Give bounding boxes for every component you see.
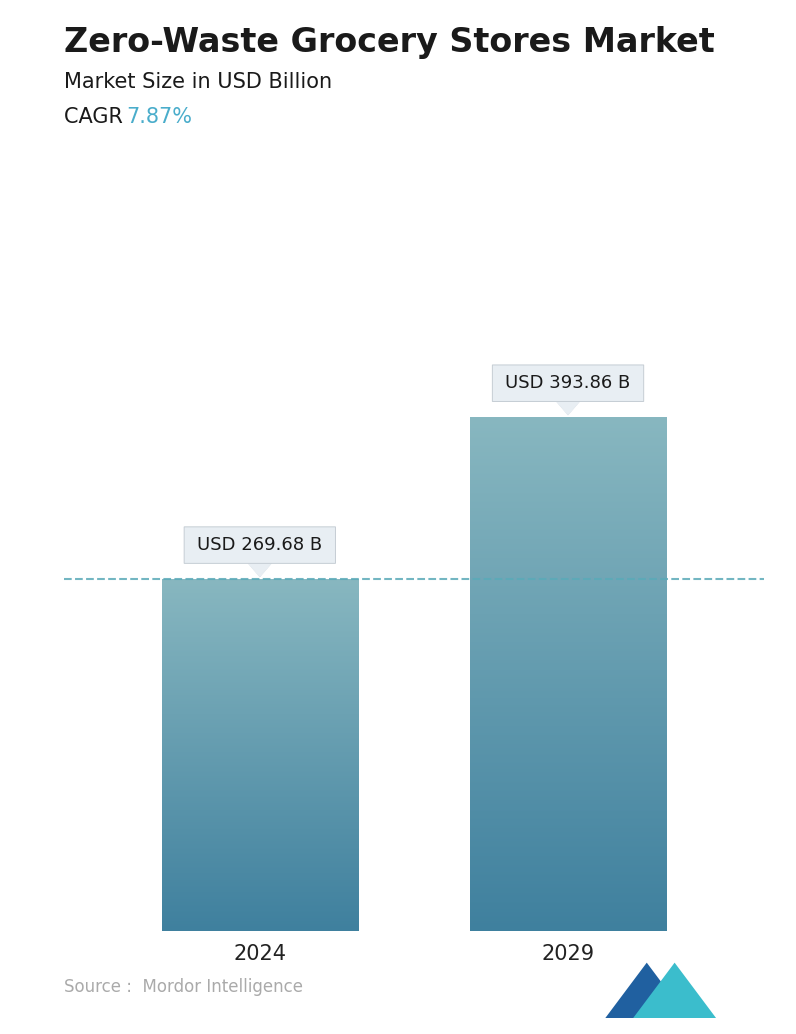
Text: Market Size in USD Billion: Market Size in USD Billion bbox=[64, 72, 332, 92]
Polygon shape bbox=[633, 963, 716, 1018]
Text: USD 393.86 B: USD 393.86 B bbox=[505, 374, 630, 392]
Text: Source :  Mordor Intelligence: Source : Mordor Intelligence bbox=[64, 978, 302, 997]
FancyBboxPatch shape bbox=[184, 527, 335, 564]
Text: USD 269.68 B: USD 269.68 B bbox=[197, 536, 322, 554]
FancyBboxPatch shape bbox=[493, 365, 644, 401]
Polygon shape bbox=[605, 963, 689, 1018]
Polygon shape bbox=[557, 401, 579, 415]
Polygon shape bbox=[248, 564, 271, 576]
Text: Zero-Waste Grocery Stores Market: Zero-Waste Grocery Stores Market bbox=[64, 26, 715, 59]
Text: CAGR: CAGR bbox=[64, 107, 129, 126]
Text: 7.87%: 7.87% bbox=[126, 107, 192, 126]
